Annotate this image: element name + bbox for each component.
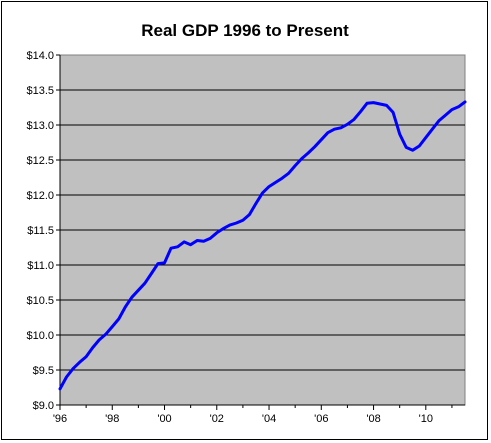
y-tick-label: $9.0: [33, 400, 54, 412]
x-tick-label: '04: [262, 413, 276, 425]
y-tick-label: $12.5: [26, 155, 54, 167]
y-tick-label: $10.5: [26, 295, 54, 307]
y-tick-label: $11.5: [27, 225, 54, 237]
x-tick-label: '08: [366, 413, 380, 425]
x-tick-label: '00: [157, 413, 171, 425]
y-tick-label: $14.0: [26, 50, 54, 62]
x-tick-label: '10: [419, 413, 433, 425]
y-tick-label: $11.0: [27, 260, 54, 272]
y-tick-label: $12.0: [26, 190, 54, 202]
y-tick-label: $13.5: [26, 85, 54, 97]
gdp-series-line: [58, 100, 467, 391]
y-tick-label: $13.0: [26, 120, 54, 132]
y-tick-label: $10.0: [26, 330, 54, 342]
y-tick-label: $9.5: [33, 365, 54, 377]
chart-title: Real GDP 1996 to Present: [141, 21, 349, 40]
x-tick-label: '02: [210, 413, 224, 425]
x-tick-label: '06: [314, 413, 328, 425]
x-tick-label: '98: [105, 413, 119, 425]
x-tick-label: '96: [53, 413, 67, 425]
